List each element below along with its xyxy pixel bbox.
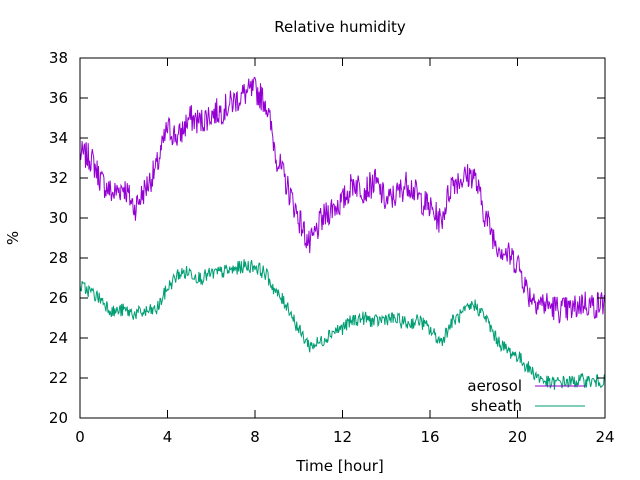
legend: aerosol sheath <box>467 377 585 415</box>
ticks-layer: 0 4 8 12 16 20 24 20 22 24 26 28 30 32 34 36 38 <box>49 49 615 446</box>
y-tick-label: 24 <box>49 329 68 347</box>
series-layer <box>79 76 606 390</box>
x-tick-label: 24 <box>595 428 614 446</box>
y-axis-label: % <box>4 231 22 245</box>
x-tick-label: 16 <box>420 428 439 446</box>
x-tick-label: 8 <box>250 428 260 446</box>
legend-label-sheath: sheath <box>471 397 522 415</box>
y-tick-label: 36 <box>49 89 68 107</box>
y-tick-label: 34 <box>49 129 68 147</box>
x-tick-label: 20 <box>508 428 527 446</box>
plot-frame <box>79 57 606 419</box>
series-line-sheath <box>79 259 606 390</box>
x-tick-label: 12 <box>333 428 352 446</box>
legend-label-aerosol: aerosol <box>467 377 522 395</box>
y-tick-label: 20 <box>49 409 68 427</box>
x-tick-label: 0 <box>75 428 85 446</box>
y-tick-label: 30 <box>49 209 68 227</box>
x-tick-label: 4 <box>163 428 173 446</box>
series-line-aerosol <box>79 76 606 324</box>
y-tick-label: 32 <box>49 169 68 187</box>
y-tick-label: 28 <box>49 249 68 267</box>
y-tick-label: 22 <box>49 369 68 387</box>
y-tick-label: 38 <box>49 49 68 67</box>
x-axis-label: Time [hour] <box>295 457 384 475</box>
chart-title: Relative humidity <box>274 18 406 36</box>
y-tick-label: 26 <box>49 289 68 307</box>
